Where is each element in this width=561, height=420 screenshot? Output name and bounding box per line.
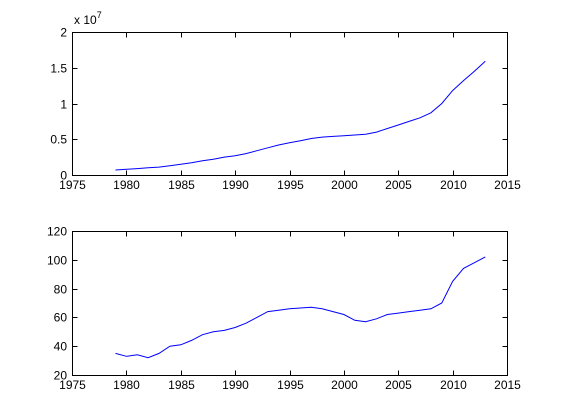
bottom-y-tick-label: 120: [47, 225, 67, 239]
top-x-tick-label: 1980: [113, 178, 140, 192]
bottom-x-tick-label: 1995: [277, 378, 304, 392]
bottom-y-tick-label: 60: [54, 311, 68, 325]
top-x-tick-label: 1985: [168, 178, 195, 192]
exponent-base: x 10: [74, 13, 97, 27]
top-exponent-label: x 107: [74, 10, 102, 27]
top-x-tick-label: 2000: [331, 178, 358, 192]
bottom-x-tick-label: 2015: [494, 378, 521, 392]
bottom-plot-area: [72, 231, 508, 376]
bottom-x-tick-label: 1980: [113, 378, 140, 392]
top-plot-area: [72, 32, 508, 176]
bottom-x-tick-label: 1990: [222, 378, 249, 392]
top-y-tick-label: 0: [60, 169, 67, 183]
top-series-line: [115, 60, 486, 171]
top-y-tick-label: 1: [60, 98, 67, 112]
bottom-x-tick-label: 1985: [168, 378, 195, 392]
top-y-tick-label: 1.5: [50, 62, 67, 76]
bottom-y-tick-label: 20: [54, 369, 68, 383]
bottom-x-tick-label: 2010: [440, 378, 467, 392]
top-x-tick-label: 1975: [59, 178, 86, 192]
top-x-tick-label: 2010: [440, 178, 467, 192]
top-x-tick-label: 1990: [222, 178, 249, 192]
bottom-x-tick-label: 1975: [59, 378, 86, 392]
top-x-tick-label: 2005: [385, 178, 412, 192]
bottom-y-tick-label: 40: [54, 340, 68, 354]
bottom-y-tick-label: 100: [47, 254, 67, 268]
top-x-tick-label: 2015: [494, 178, 521, 192]
exponent-power: 7: [97, 10, 102, 20]
bottom-x-tick-label: 2000: [331, 378, 358, 392]
top-axes: 1975 1980 1985 1990 1995 2000 2005 2010 2015 0 0.5…: [50, 10, 521, 192]
top-x-tick-label: 1995: [277, 178, 304, 192]
top-y-tick-label: 2: [60, 26, 67, 40]
bottom-y-tick-label: 80: [54, 283, 68, 297]
bottom-series-line: [115, 256, 486, 359]
bottom-axes: 1975 1980 1985 1990 1995 2000 2005 2010 2015 20 40…: [47, 225, 521, 393]
top-y-tick-label: 0.5: [50, 133, 67, 147]
bottom-x-tick-label: 2005: [385, 378, 412, 392]
